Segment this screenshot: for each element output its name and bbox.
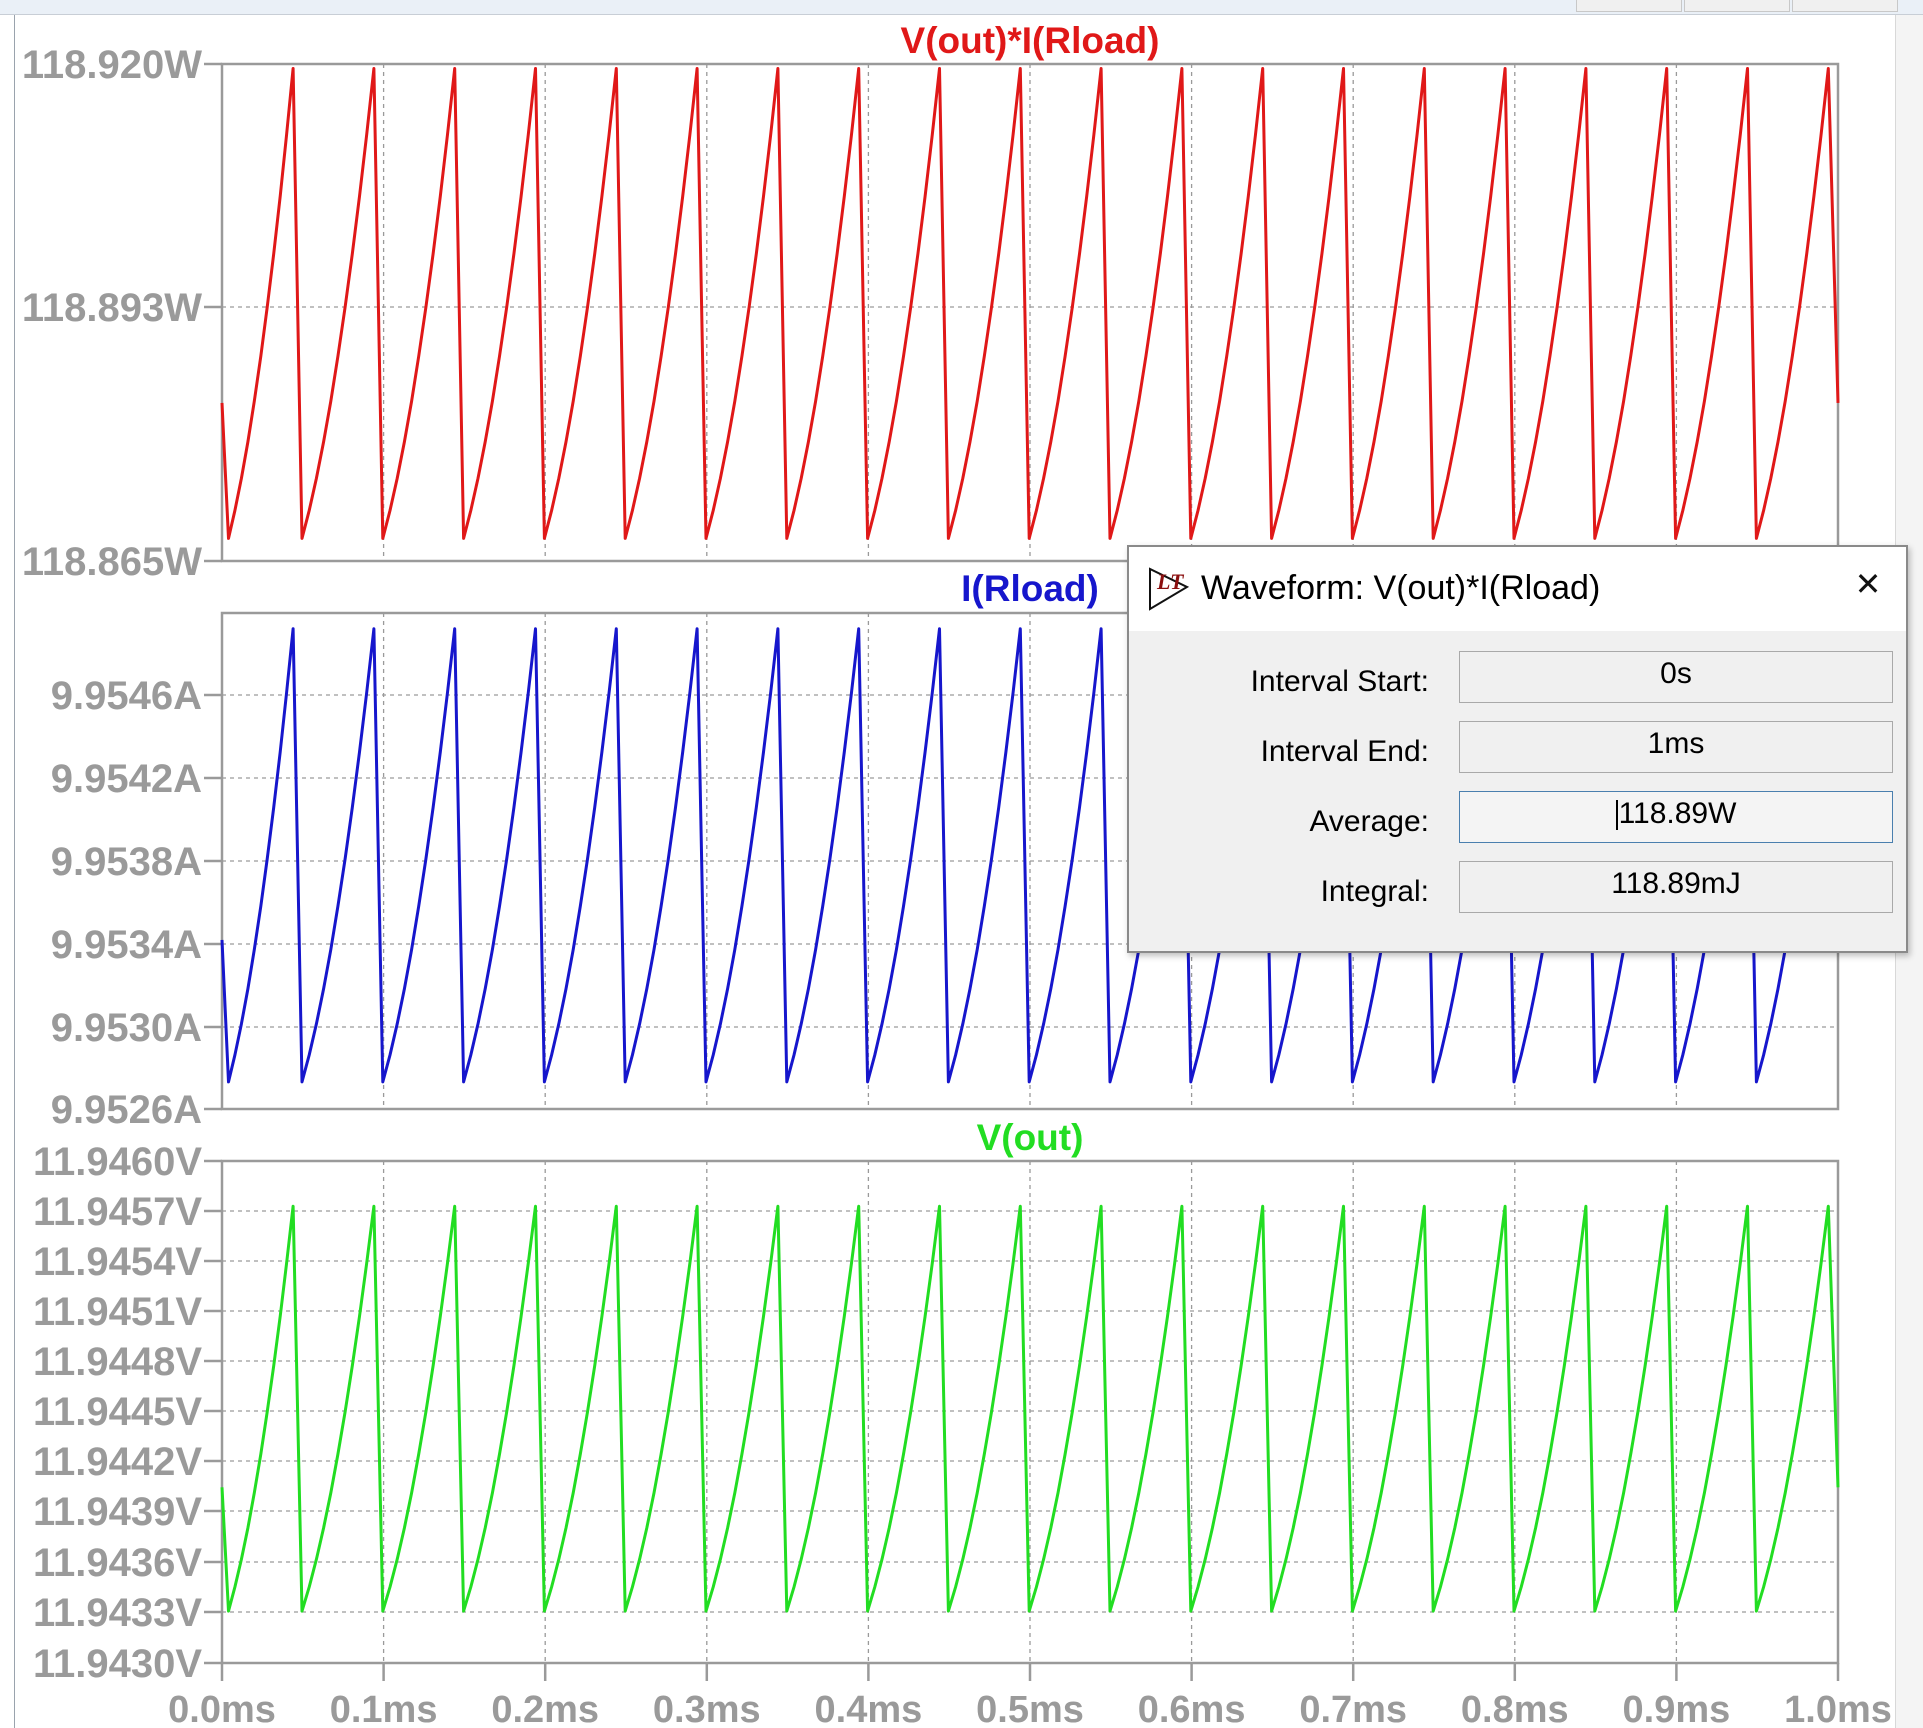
y-tick-label: 11.9442V	[33, 1440, 202, 1484]
x-tick-label: 0.3ms	[653, 1689, 761, 1728]
interval-end-label: Interval End:	[1260, 735, 1429, 768]
x-axis: 0.0ms 0.1ms 0.2ms 0.3ms 0.4ms 0.5ms 0.6ms 0.7ms…	[168, 1663, 1892, 1728]
y-tick-label: 9.9526A	[51, 1088, 202, 1132]
integral-label: Integral:	[1320, 875, 1429, 908]
x-tick-label: 0.9ms	[1623, 1689, 1731, 1728]
x-tick-label: 0.5ms	[976, 1689, 1084, 1728]
dialog-title: Waveform: V(out)*I(Rload)	[1201, 569, 1601, 607]
interval-end-field[interactable]: 1ms	[1459, 721, 1893, 773]
top-toolbar-strip	[0, 0, 1923, 15]
y-tick-label: 9.9538A	[51, 840, 202, 884]
y-tick-label: 11.9436V	[33, 1541, 202, 1585]
x-tick-label: 0.7ms	[1299, 1689, 1407, 1728]
average-value: 118.89W	[1618, 797, 1737, 830]
interval-start-field[interactable]: 0s	[1459, 651, 1893, 703]
ltspice-logo-icon: LT	[1149, 567, 1190, 611]
close-icon[interactable]: ✕	[1854, 566, 1882, 602]
y-tick-label: 11.9445V	[33, 1390, 202, 1434]
x-tick-label: 0.2ms	[491, 1689, 599, 1728]
svg-text:LT: LT	[1156, 569, 1185, 594]
plot-frame	[220, 62, 1840, 563]
waveform-trace	[220, 67, 1840, 540]
y-tick-label: 11.9448V	[33, 1340, 202, 1384]
pane-title: I(Rload)	[961, 568, 1099, 609]
plot-pane-1: 118.920W 118.893W 118.865W V(out)*I(Rload)	[22, 20, 1840, 584]
y-tick-label: 11.9457V	[33, 1190, 202, 1234]
integral-field[interactable]: 118.89mJ	[1459, 861, 1893, 913]
x-tick-label: 0.8ms	[1461, 1689, 1569, 1728]
x-tick-label: 0.1ms	[330, 1689, 438, 1728]
y-tick-label: 11.9451V	[33, 1290, 202, 1334]
x-tick-label: 1.0ms	[1784, 1689, 1892, 1728]
x-tick-label: 0.0ms	[168, 1689, 276, 1728]
waveform-trace	[220, 1204, 1840, 1613]
y-tick-label: 9.9530A	[51, 1006, 202, 1050]
y-tick-label: 9.9546A	[51, 674, 202, 718]
average-field[interactable]: 118.89W	[1459, 791, 1893, 843]
text-caret	[1615, 800, 1618, 831]
plot-pane-3: 11.9460V 11.9457V 11.9454V 11.9451V 11.9448V…	[33, 1117, 1840, 1686]
y-tick-label: 118.893W	[22, 286, 202, 330]
waveform-dialog[interactable]: LT Waveform: V(out)*I(Rload) ✕ Interval …	[1127, 545, 1908, 953]
x-tick-label: 0.6ms	[1138, 1689, 1246, 1728]
y-tick-label: 118.920W	[22, 43, 202, 87]
toolbar-button[interactable]	[1792, 0, 1898, 12]
y-tick-label: 9.9542A	[51, 757, 202, 801]
y-tick-label: 11.9460V	[33, 1140, 202, 1184]
toolbar-button[interactable]	[1576, 0, 1682, 12]
y-tick-label: 11.9439V	[33, 1490, 202, 1534]
y-tick-label: 118.865W	[22, 540, 202, 584]
toolbar-button[interactable]	[1684, 0, 1790, 12]
y-tick-label: 11.9430V	[33, 1642, 202, 1686]
pane-title: V(out)	[977, 1117, 1084, 1158]
x-tick-label: 0.4ms	[815, 1689, 923, 1728]
pane-title: V(out)*I(Rload)	[901, 20, 1160, 61]
dialog-titlebar[interactable]: LT Waveform: V(out)*I(Rload) ✕	[1129, 547, 1906, 631]
y-tick-label: 11.9454V	[33, 1240, 202, 1284]
interval-start-label: Interval Start:	[1250, 665, 1429, 698]
y-tick-label: 9.9534A	[51, 923, 202, 967]
y-tick-label: 11.9433V	[33, 1591, 202, 1635]
average-label: Average:	[1309, 805, 1429, 838]
